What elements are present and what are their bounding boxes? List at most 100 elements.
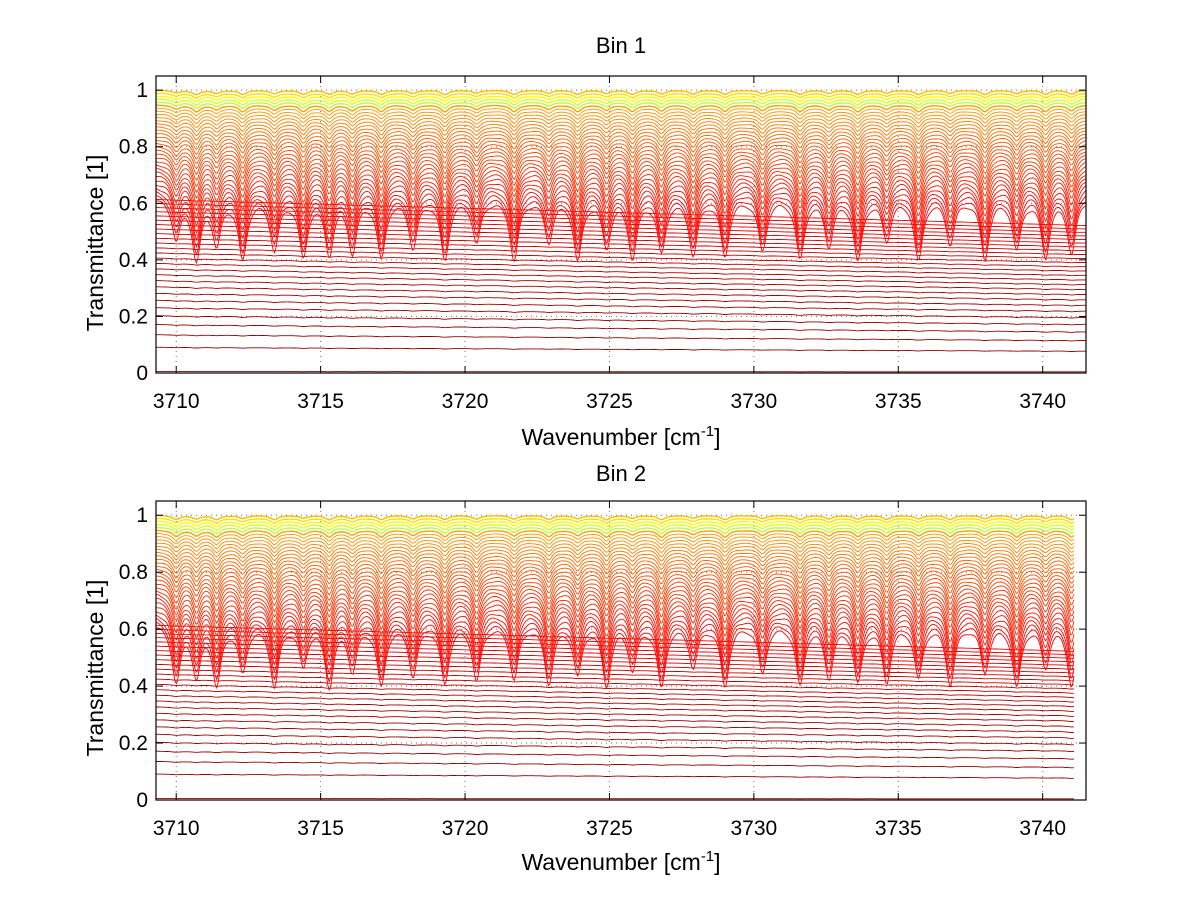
series-line [155, 153, 1087, 181]
series-line [155, 571, 1075, 596]
series-line [155, 548, 1075, 562]
series-line [155, 142, 1087, 165]
y-axis-label: Transmittance [1] [82, 580, 108, 757]
x-tick-label: 3720 [442, 817, 489, 840]
series-line [155, 617, 1075, 675]
series-line [155, 191, 1087, 249]
series-line [155, 542, 1075, 554]
y-tick-label: 0.8 [119, 561, 148, 584]
series-line [155, 587, 1075, 619]
series-line [156, 117, 1087, 129]
series-line [155, 529, 1075, 539]
series-line [156, 129, 1087, 145]
y-tick-label: 0.6 [119, 618, 148, 641]
series-line [155, 683, 1074, 703]
series-line [156, 645, 1074, 670]
series-line [156, 110, 1087, 121]
axes-frame [155, 500, 1087, 801]
series-line [155, 101, 1087, 110]
subplot-bin-2: Bin 2 3710 3715 3720 3725 3730 3735 3740 0 0.2 0.… [82, 461, 1087, 875]
series-line [155, 551, 1075, 567]
y-axis-label: Transmittance [1] [82, 155, 108, 332]
x-tick-label: 3710 [153, 817, 200, 840]
series-line [156, 517, 1075, 525]
series-line [156, 654, 1074, 678]
x-tick-label: 3735 [875, 817, 922, 840]
series-line [155, 136, 1087, 155]
series-line [155, 274, 1086, 291]
series-line [156, 247, 1086, 268]
series-line [156, 539, 1075, 550]
x-axis-label: Wavenumber [cm-1] [521, 848, 720, 875]
series-line [156, 224, 1087, 248]
x-tick-label: 3730 [730, 817, 777, 840]
series-line [155, 200, 1087, 265]
series-line [156, 207, 1087, 233]
series-line [156, 89, 1087, 96]
series-line [156, 523, 1075, 531]
series-line [155, 237, 1086, 260]
y-tick-label: 0.6 [119, 192, 148, 215]
x-tick-label: 3735 [875, 390, 922, 413]
y-tick-label: 0.2 [119, 305, 148, 328]
series-line [155, 175, 1087, 220]
series-line [155, 146, 1087, 170]
x-tick-label: 3730 [730, 390, 777, 413]
series-line [155, 268, 1086, 286]
ticks: 3710 3715 3720 3725 3730 3735 3740 0 0.2 0.4 0.6 0.… [119, 76, 1086, 413]
series-line [155, 627, 1075, 692]
series-line [156, 659, 1074, 682]
series-line [155, 590, 1075, 625]
series-line [155, 184, 1087, 235]
series-line [155, 607, 1075, 653]
x-tick-label: 3725 [586, 817, 633, 840]
series-line [156, 280, 1086, 296]
axes-frame [155, 75, 1087, 374]
series-line [155, 188, 1087, 242]
series-line [155, 568, 1075, 590]
series-line [155, 712, 1074, 728]
x-tick-label: 3715 [297, 817, 344, 840]
x-tick-label: 3715 [297, 390, 344, 413]
series-line [156, 579, 1075, 607]
series-line [155, 719, 1074, 733]
x-tick-label: 3740 [1019, 817, 1066, 840]
series-line [155, 228, 1086, 252]
y-tick-label: 0.4 [119, 675, 149, 698]
y-tick-label: 0.2 [119, 732, 148, 755]
series-line [156, 107, 1087, 117]
series-line [156, 324, 1086, 333]
y-tick-label: 0.4 [119, 249, 149, 272]
series-line [155, 526, 1075, 535]
series-line [156, 215, 1086, 240]
series-line [156, 700, 1074, 717]
series-line [155, 157, 1087, 188]
series-line [155, 139, 1087, 160]
series-line [155, 133, 1087, 150]
y-tick-label: 0.8 [119, 136, 148, 159]
series-line [156, 95, 1086, 103]
series-line [156, 315, 1086, 326]
series-line [156, 242, 1086, 264]
series-line [156, 706, 1074, 722]
series-line [156, 750, 1074, 760]
series-line [156, 292, 1086, 307]
series-line [156, 555, 1075, 571]
x-tick-label: 3740 [1019, 390, 1066, 413]
series-line [156, 514, 1075, 521]
series-line [156, 126, 1087, 141]
x-axis-label: Wavenumber [cm-1] [521, 423, 720, 450]
y-tick-label: 1 [136, 79, 148, 102]
series-group [155, 514, 1075, 800]
x-tick-label: 3725 [586, 390, 633, 413]
series-line [156, 307, 1086, 319]
series-line [156, 741, 1074, 753]
ticks: 3710 3715 3720 3725 3730 3735 3740 0 0.2 0.4 0.6 0.… [119, 501, 1086, 840]
series-line [156, 520, 1075, 528]
series-line [155, 171, 1087, 212]
series-line [156, 203, 1086, 230]
series-line [156, 114, 1087, 125]
series-line [156, 673, 1074, 694]
x-tick-label: 3720 [442, 390, 489, 413]
